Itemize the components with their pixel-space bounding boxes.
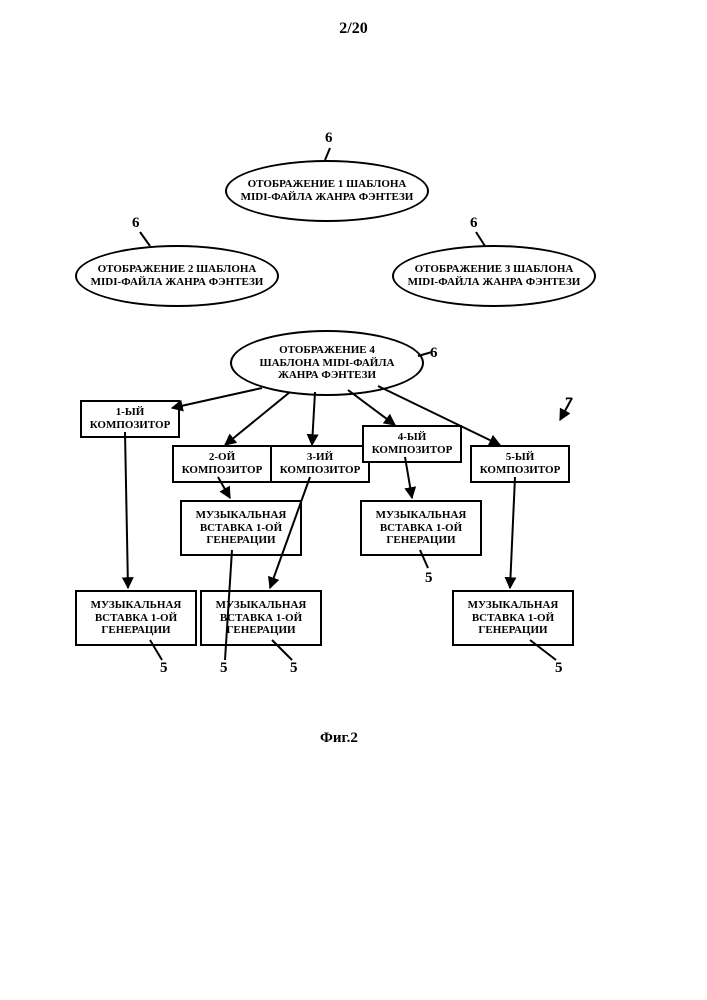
ref-label-5-d: 5 xyxy=(425,570,433,587)
insert-1-line3: ГЕНЕРАЦИИ xyxy=(101,624,170,637)
insert-box-4: МУЗЫКАЛЬНАЯ ВСТАВКА 1-ОЙ ГЕНЕРАЦИИ xyxy=(360,500,482,556)
ellipse-4-line1: ОТОБРАЖЕНИЕ 4 xyxy=(279,344,375,357)
insert-2-line2: ВСТАВКА 1-ОЙ xyxy=(200,522,282,535)
ellipse-3-line1: ОТОБРАЖЕНИЕ 3 ШАБЛОНА xyxy=(415,263,574,276)
insert-box-5: МУЗЫКАЛЬНАЯ ВСТАВКА 1-ОЙ ГЕНЕРАЦИИ xyxy=(452,590,574,646)
composer-box-2: 2-ОЙ КОМПОЗИТОР xyxy=(172,445,272,483)
composer-2-line2: КОМПОЗИТОР xyxy=(182,464,263,477)
insert-4-line3: ГЕНЕРАЦИИ xyxy=(386,534,455,547)
insert-5-line1: МУЗЫКАЛЬНАЯ xyxy=(468,599,559,612)
ref-label-5-a: 5 xyxy=(160,660,168,677)
composer-4-line2: КОМПОЗИТОР xyxy=(372,444,453,457)
composer-2-line1: 2-ОЙ xyxy=(209,451,235,464)
insert-4-line2: ВСТАВКА 1-ОЙ xyxy=(380,522,462,535)
ellipse-3-line2: MIDI-ФАЙЛА ЖАНРА ФЭНТЕЗИ xyxy=(408,276,581,289)
ellipse-template-1: ОТОБРАЖЕНИЕ 1 ШАБЛОНА MIDI-ФАЙЛА ЖАНРА Ф… xyxy=(225,160,429,222)
ellipse-4-line2: ШАБЛОНА MIDI-ФАЙЛА xyxy=(260,357,395,370)
insert-4-line1: МУЗЫКАЛЬНАЯ xyxy=(376,509,467,522)
ref-label-6-b: 6 xyxy=(132,215,140,232)
page-number: 2/20 xyxy=(0,20,707,38)
ellipse-template-2: ОТОБРАЖЕНИЕ 2 ШАБЛОНА MIDI-ФАЙЛА ЖАНРА Ф… xyxy=(75,245,279,307)
ref-label-5-c: 5 xyxy=(290,660,298,677)
ellipse-template-4: ОТОБРАЖЕНИЕ 4 ШАБЛОНА MIDI-ФАЙЛА ЖАНРА Ф… xyxy=(230,330,424,396)
composer-box-3: 3-ИЙ КОМПОЗИТОР xyxy=(270,445,370,483)
ref-label-6-c: 6 xyxy=(470,215,478,232)
composer-box-1: 1-ЫЙ КОМПОЗИТОР xyxy=(80,400,180,438)
insert-5-line2: ВСТАВКА 1-ОЙ xyxy=(472,612,554,625)
composer-box-4: 4-ЫЙ КОМПОЗИТОР xyxy=(362,425,462,463)
insert-3-line2: ВСТАВКА 1-ОЙ xyxy=(220,612,302,625)
insert-box-3: МУЗЫКАЛЬНАЯ ВСТАВКА 1-ОЙ ГЕНЕРАЦИИ xyxy=(200,590,322,646)
composer-3-line1: 3-ИЙ xyxy=(307,451,333,464)
insert-1-line1: МУЗЫКАЛЬНАЯ xyxy=(91,599,182,612)
ellipse-2-line2: MIDI-ФАЙЛА ЖАНРА ФЭНТЕЗИ xyxy=(91,276,264,289)
ref-label-6-d: 6 xyxy=(430,345,438,362)
ref-label-5-b: 5 xyxy=(220,660,228,677)
ellipse-2-line1: ОТОБРАЖЕНИЕ 2 ШАБЛОНА xyxy=(98,263,257,276)
connector-overlay xyxy=(0,0,707,1000)
composer-1-line2: КОМПОЗИТОР xyxy=(90,419,171,432)
insert-box-2: МУЗЫКАЛЬНАЯ ВСТАВКА 1-ОЙ ГЕНЕРАЦИИ xyxy=(180,500,302,556)
ellipse-template-3: ОТОБРАЖЕНИЕ 3 ШАБЛОНА MIDI-ФАЙЛА ЖАНРА Ф… xyxy=(392,245,596,307)
insert-3-line3: ГЕНЕРАЦИИ xyxy=(226,624,295,637)
figure-caption: Фиг.2 xyxy=(320,730,358,747)
insert-1-line2: ВСТАВКА 1-ОЙ xyxy=(95,612,177,625)
composer-5-line1: 5-ЫЙ xyxy=(506,451,535,464)
insert-2-line3: ГЕНЕРАЦИИ xyxy=(206,534,275,547)
composer-4-line1: 4-ЫЙ xyxy=(398,431,427,444)
ellipse-4-line3: ЖАНРА ФЭНТЕЗИ xyxy=(278,369,376,382)
ref-label-7: 7 xyxy=(565,395,573,412)
composer-5-line2: КОМПОЗИТОР xyxy=(480,464,561,477)
composer-3-line2: КОМПОЗИТОР xyxy=(280,464,361,477)
composer-box-5: 5-ЫЙ КОМПОЗИТОР xyxy=(470,445,570,483)
ref-label-6-a: 6 xyxy=(325,130,333,147)
insert-2-line1: МУЗЫКАЛЬНАЯ xyxy=(196,509,287,522)
ellipse-1-line2: MIDI-ФАЙЛА ЖАНРА ФЭНТЕЗИ xyxy=(241,191,414,204)
insert-box-1: МУЗЫКАЛЬНАЯ ВСТАВКА 1-ОЙ ГЕНЕРАЦИИ xyxy=(75,590,197,646)
insert-3-line1: МУЗЫКАЛЬНАЯ xyxy=(216,599,307,612)
ellipse-1-line1: ОТОБРАЖЕНИЕ 1 ШАБЛОНА xyxy=(248,178,407,191)
insert-5-line3: ГЕНЕРАЦИИ xyxy=(478,624,547,637)
composer-1-line1: 1-ЫЙ xyxy=(116,406,145,419)
ref-label-5-e: 5 xyxy=(555,660,563,677)
